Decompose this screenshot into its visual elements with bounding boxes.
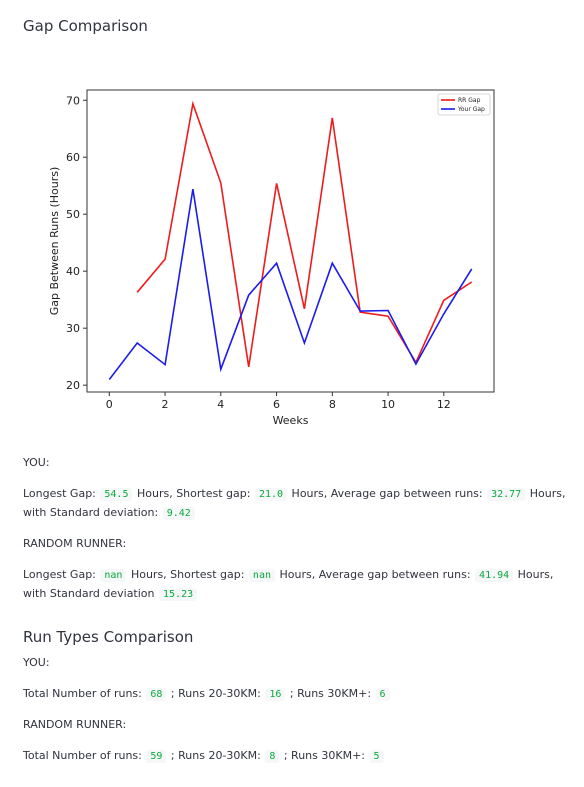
legend-label-0: RR Gap — [458, 97, 481, 104]
rr-r20-value: 8 — [265, 750, 280, 763]
plot-area: 0 2 4 6 8 10 12 20 30 40 50 60 70 Weeks Gap Between Ru… — [48, 89, 495, 427]
rr-hours-suffix: Hours, — [517, 568, 554, 581]
x-tick-label: 12 — [437, 398, 451, 411]
x-tick-label: 2 — [162, 398, 169, 411]
you-shortest-value: 21.0 — [254, 488, 288, 501]
x-tick-label: 6 — [273, 398, 280, 411]
rr-avg-value: 41.94 — [475, 569, 514, 582]
x-tick-label: 4 — [217, 398, 224, 411]
you-r30-label: ; Runs 30KM+: — [289, 687, 372, 700]
series-line-0 — [136, 100, 473, 368]
run-types-comparison-title: Run Types Comparison — [23, 628, 194, 646]
rr-longest-label: Longest Gap: — [23, 568, 96, 581]
y-tick-label: 30 — [66, 322, 80, 335]
y-tick-label: 20 — [66, 379, 80, 392]
you-std-label: with Standard deviation: — [23, 506, 159, 519]
rr-longest-value: nan — [100, 569, 127, 582]
you-total-label: Total Number of runs: — [23, 687, 142, 700]
y-tick-label: 60 — [66, 151, 80, 164]
you-r20-label: ; Runs 20-30KM: — [170, 687, 261, 700]
legend-label-1: Your Gap — [457, 106, 485, 113]
rr-r20-label: ; Runs 20-30KM: — [170, 749, 261, 762]
y-tick-label: 70 — [66, 94, 80, 107]
rr-avg-label: Hours, Average gap between runs: — [279, 568, 471, 581]
y-tick-label: 50 — [66, 208, 80, 221]
rr-total-label: Total Number of runs: — [23, 749, 142, 762]
you-std-value: 9.42 — [162, 507, 195, 520]
rr-shortest-value: nan — [248, 569, 275, 582]
y-tick-label: 40 — [66, 265, 80, 278]
rr-run-types-label: RANDOM RUNNER: — [23, 718, 127, 731]
rr-gap-stats-line2: with Standard deviation 15.23 — [23, 584, 198, 604]
rr-gap-stats-line1: Longest Gap: nan Hours, Shortest gap: na… — [23, 565, 553, 585]
you-gap-stats-line1: Longest Gap: 54.5 Hours, Shortest gap: 2… — [23, 484, 565, 504]
you-longest-label: Longest Gap: — [23, 487, 96, 500]
you-avg-value: 32.77 — [487, 488, 526, 501]
you-total-value: 68 — [146, 688, 167, 701]
gap-comparison-title: Gap Comparison — [23, 17, 148, 35]
rr-r30-label: ; Runs 30KM+: — [283, 749, 366, 762]
rr-r30-value: 5 — [369, 750, 384, 763]
series-line-1 — [108, 188, 473, 380]
you-r30-value: 6 — [375, 688, 390, 701]
you-longest-value: 54.5 — [100, 488, 133, 501]
x-tick-label: 0 — [106, 398, 113, 411]
you-gap-stats-line2: with Standard deviation: 9.42 — [23, 503, 196, 523]
x-tick-label: 8 — [329, 398, 336, 411]
rr-run-types-stats: Total Number of runs: 59 ; Runs 20-30KM:… — [23, 746, 385, 766]
you-hours-suffix: Hours, — [529, 487, 566, 500]
x-axis-label: Weeks — [273, 414, 309, 427]
you-gap-label: YOU: — [23, 456, 50, 469]
you-run-types-label: YOU: — [23, 656, 50, 669]
x-tick-label: 10 — [381, 398, 395, 411]
rr-shortest-label: Hours, Shortest gap: — [130, 568, 245, 581]
you-avg-label: Hours, Average gap between runs: — [291, 487, 483, 500]
you-shortest-label: Hours, Shortest gap: — [136, 487, 251, 500]
rr-std-label: with Standard deviation — [23, 587, 155, 600]
gap-line-chart: 0 2 4 6 8 10 12 20 30 40 50 60 70 Weeks Gap Between Ru… — [48, 89, 495, 427]
rr-gap-label: RANDOM RUNNER: — [23, 537, 127, 550]
you-r20-value: 16 — [265, 688, 286, 701]
plot-frame — [86, 89, 495, 393]
rr-std-value: 15.23 — [159, 588, 198, 601]
rr-total-value: 59 — [146, 750, 167, 763]
you-run-types-stats: Total Number of runs: 68 ; Runs 20-30KM:… — [23, 684, 391, 704]
y-axis-label: Gap Between Runs (Hours) — [48, 167, 61, 316]
